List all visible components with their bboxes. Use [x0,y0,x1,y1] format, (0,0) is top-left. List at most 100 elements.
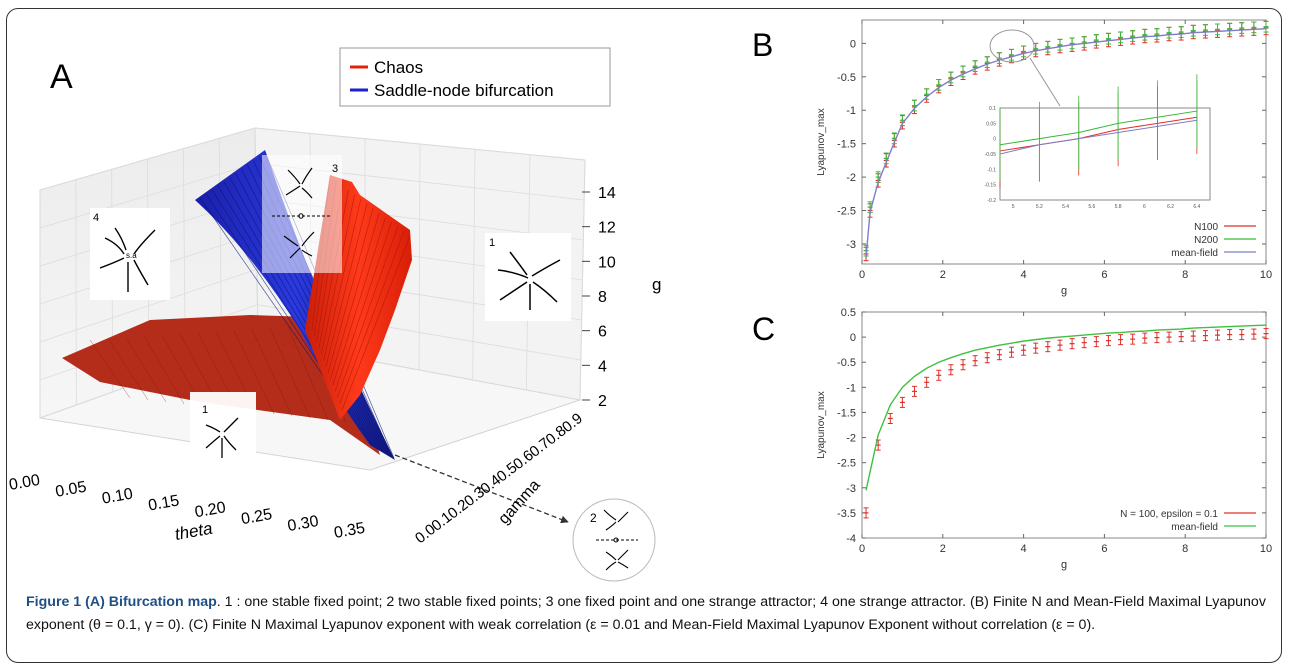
caption-body: . 1 : one stable fixed point; 2 two stab… [26,594,1266,633]
y-tick-label: -1.5 [837,139,856,151]
inset-1-right-label: 1 [489,237,495,249]
legend-entry-label: N100 [1194,222,1218,233]
inset-x-tick-label: 6 [1143,204,1146,210]
x-tick-label: 2 [940,543,946,555]
y-tick-label: -1 [846,105,856,117]
chaos-mesh [311,175,411,411]
z-tick-label: 2 [598,393,607,410]
z-tick-label: 14 [598,185,616,202]
inset-x-tick-label: 5.2 [1036,204,1043,210]
inset-series-line [999,110,1197,146]
series-n-100-epsilon-0-1 [863,328,1269,519]
panel-c: C 0.50-0.5-1-1.5-2-2.5-3-3.5-40 2 4 6 8 10gLy… [752,307,1272,571]
legend-box [339,47,611,107]
z-axis-ticks: 2 4 6 8 10 12 14 [582,185,616,410]
inset-x-tick-label: 5.6 [1088,204,1095,210]
chart-legend: N = 100, epsilon = 0.1 mean-field [1120,509,1256,533]
theta-tick-label: 0.15 [147,492,181,514]
inset-1-bottom-label: 1 [202,404,208,416]
z-tick-label: 12 [598,220,616,237]
legend-entry-label: N200 [1194,235,1218,246]
panel-b-label: B [752,27,773,63]
y-tick-label: -0.5 [837,72,856,84]
figure-frame [6,8,1282,663]
inset-4-label: 4 [93,212,99,224]
y-tick-label: -3.5 [837,508,856,520]
inset-2-pointer [394,454,569,524]
inset-x-tick-label: 5 [1012,204,1015,210]
inset-y-tick-label: -0.1 [987,167,996,173]
inset-3: 3 [262,155,342,273]
inset-3-label: 3 [332,163,338,175]
y-tick-label: -3 [846,483,856,495]
inset-1-bottom: 1 [190,392,256,464]
inset-4: 4 s.a [90,208,170,300]
panel-a-label: A [50,58,73,96]
inset-y-tick-label: -0.15 [985,183,997,189]
x-tick-label: 10 [1260,543,1272,555]
inset-y-tick-label: -0.2 [987,198,996,204]
x-tick-label: 6 [1101,543,1107,555]
inset-series-line [999,119,1197,155]
inset-y-tick-label: -0.05 [985,152,997,158]
z-tick-label: 8 [598,289,607,306]
inset-x-tick-label: 5.4 [1062,204,1069,210]
inset-x-tick-label: 6.2 [1167,204,1174,210]
x-tick-label: 4 [1021,543,1027,555]
theta-axis-ticks: 0.00 0.05 0.10 0.15 0.20 0.25 0.30 0.35 [8,472,367,542]
x-tick-label: 8 [1182,269,1188,281]
series-mean-field [865,27,1267,258]
y-tick-label: -2 [846,172,856,184]
y-tick-label: -2.5 [837,458,856,470]
x-axis-label: g [1061,285,1067,297]
x-tick-label: 2 [940,269,946,281]
theta-axis-label: theta [173,519,214,544]
y-tick-label: -3 [846,239,856,251]
y-tick-label: -1 [846,382,856,394]
series-line [865,27,1267,258]
inset-x-tick-label: 5.8 [1115,204,1122,210]
theta-tick-label: 0.05 [54,479,88,501]
y-tick-label: -2 [846,433,856,445]
series-mean-field [865,324,1267,491]
z-tick-label: 10 [598,254,616,271]
y-tick-label: 0 [850,332,856,344]
x-tick-label: 8 [1182,543,1188,555]
legend-entry-label: mean-field [1171,248,1218,259]
y-tick-label: -2.5 [837,206,856,218]
legend-entry-label: N = 100, epsilon = 0.1 [1120,509,1218,520]
panel-a: A Chaos Saddle-node bifurcation 4 s.a [8,47,661,582]
inset-1-right: 1 [485,233,571,321]
theta-tick-label: 0.25 [240,506,274,528]
y-axis-label: Lyapunov_max [816,108,827,175]
inset-y-tick-label: 0.1 [989,106,996,112]
inset-2: 2 [572,498,656,582]
legend-chaos-label: Chaos [374,58,423,77]
x-tick-label: 4 [1021,269,1027,281]
y-tick-label: 0 [850,38,856,50]
z-axis-label: g [652,275,661,294]
legend-saddle-label: Saddle-node bifurcation [374,81,554,100]
theta-tick-label: 0.30 [286,513,320,535]
theta-tick-label: 0.35 [333,520,367,542]
y-tick-label: -1.5 [837,407,856,419]
x-tick-label: 0 [859,269,865,281]
inset-2-label: 2 [590,511,597,525]
theta-tick-label: 0.10 [101,485,135,507]
x-tick-label: 6 [1101,269,1107,281]
panel-c-label: C [752,311,775,347]
inset-y-tick-label: 0 [993,137,996,143]
theta-tick-label: 0.20 [193,499,227,521]
zoom-inset: 0.1 0.05 0 -0.05 -0.1 -0.15 -0.2 5 5.2 5.4 5.6 5.8 6… [985,74,1211,210]
x-tick-label: 10 [1260,269,1272,281]
y-axis-label: Lyapunov_max [816,391,827,458]
inset-y-tick-label: 0.05 [986,121,996,127]
series-line [865,324,1267,491]
plot-area [861,311,1267,539]
zoom-region-marker [989,29,1035,63]
theta-tick-label: 0.00 [8,472,42,494]
panel-b: B 0 -0.5 -1 -1.5 -2 -2.5 -3 0 2 4 6 8 10 g Lyapunov_ma… [752,19,1272,297]
figure-caption: Figure 1 (A) Bifurcation map. 1 : one st… [26,591,1266,637]
caption-head: Figure 1 (A) Bifurcation map [26,594,217,610]
